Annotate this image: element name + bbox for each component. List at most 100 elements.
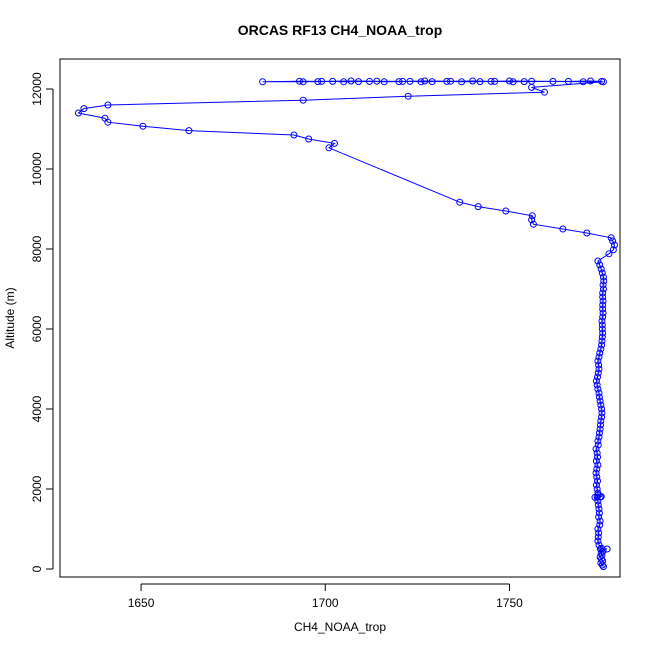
data-point <box>487 77 495 85</box>
y-axis: 0 2000 4000 6000 8000 10000 12000 <box>30 72 54 572</box>
data-point <box>596 521 604 529</box>
data-point <box>395 78 403 86</box>
data-point <box>505 77 513 85</box>
data-point <box>594 525 602 533</box>
data-point <box>595 429 603 437</box>
data-point <box>596 261 604 269</box>
data-point <box>595 541 603 549</box>
x-tick-label: 1750 <box>496 596 523 610</box>
data-point <box>597 265 605 273</box>
data-point <box>421 77 429 85</box>
data-point <box>80 105 88 113</box>
y-tick-label: 0 <box>30 565 44 572</box>
x-axis: 1650 1700 1750 <box>128 583 523 610</box>
data-point <box>428 78 436 86</box>
y-tick-label: 4000 <box>30 395 44 422</box>
data-point <box>594 369 602 377</box>
data-point <box>595 529 603 537</box>
y-tick-label: 6000 <box>30 315 44 342</box>
data-point <box>469 77 477 85</box>
data-point <box>599 309 607 317</box>
data-point <box>595 361 603 369</box>
data-point <box>373 77 381 85</box>
data-point <box>598 321 606 329</box>
data-point <box>596 421 604 429</box>
y-tick-label: 8000 <box>30 235 44 262</box>
data-point <box>259 78 267 86</box>
data-point <box>600 277 608 285</box>
data-point <box>592 377 600 385</box>
data-point <box>595 433 603 441</box>
data-point <box>598 337 606 345</box>
data-point <box>325 144 333 152</box>
data-point <box>456 198 464 206</box>
data-point <box>318 77 326 85</box>
data-point <box>528 212 536 220</box>
data-point <box>74 109 82 117</box>
y-tick-label: 12000 <box>30 72 44 106</box>
data-point <box>491 77 499 85</box>
data-point <box>598 333 606 341</box>
data-point <box>594 357 602 365</box>
data-point <box>529 220 537 228</box>
data-point <box>354 78 362 86</box>
data-point <box>595 365 603 373</box>
data-point <box>104 101 112 109</box>
data-point <box>598 413 606 421</box>
data-point <box>609 237 617 245</box>
data-point <box>314 78 322 86</box>
data-point <box>597 401 605 409</box>
chart-title: ORCAS RF13 CH4_NOAA_trop <box>238 22 443 38</box>
data-point <box>598 325 606 333</box>
data-point <box>593 449 601 457</box>
data-point <box>593 473 601 481</box>
data-point <box>599 285 607 293</box>
data-point <box>599 297 607 305</box>
data-point <box>347 77 355 85</box>
data-point <box>597 549 605 557</box>
data-point <box>599 301 607 309</box>
data-point <box>599 273 607 281</box>
y-tick-label: 10000 <box>30 152 44 186</box>
data-point <box>330 139 338 147</box>
data-point <box>594 501 602 509</box>
data-point <box>417 78 425 86</box>
data-point <box>599 313 607 321</box>
data-point <box>595 389 603 397</box>
data-point <box>598 405 606 413</box>
data-point <box>595 513 603 521</box>
x-tick-label: 1700 <box>312 596 339 610</box>
data-point <box>595 505 603 513</box>
data-point <box>594 537 602 545</box>
data-point <box>596 517 604 525</box>
data-point <box>340 78 348 86</box>
data-point <box>549 77 557 85</box>
data-point <box>592 445 600 453</box>
data-point <box>598 317 606 325</box>
data-point <box>594 437 602 445</box>
data-point <box>596 397 604 405</box>
data-point <box>594 533 602 541</box>
data-point <box>101 114 109 122</box>
data-point <box>295 77 303 85</box>
data-point <box>599 305 607 313</box>
data-point <box>593 485 601 493</box>
data-point <box>594 373 602 381</box>
data-point <box>610 241 618 249</box>
data-point <box>540 88 548 96</box>
data-point <box>474 203 482 211</box>
data-point <box>593 381 601 389</box>
data-point <box>139 122 147 130</box>
data-point <box>594 441 602 449</box>
data-point <box>597 417 605 425</box>
plot-frame <box>59 58 621 578</box>
data-point <box>579 78 587 86</box>
data-point <box>592 457 600 465</box>
y-tick-label: 2000 <box>30 475 44 502</box>
data-point <box>365 77 373 85</box>
data-point <box>597 345 605 353</box>
data-point <box>598 269 606 277</box>
data-point <box>559 225 567 233</box>
